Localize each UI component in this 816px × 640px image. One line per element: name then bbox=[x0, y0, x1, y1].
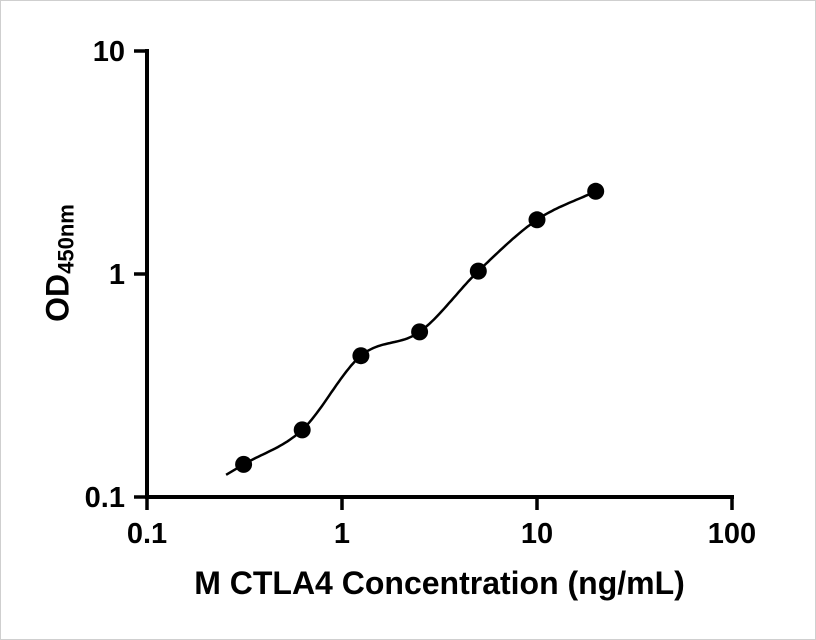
x-axis-title: M CTLA4 Concentration (ng/mL) bbox=[194, 565, 685, 601]
data-point bbox=[469, 262, 487, 280]
x-tick-label: 10 bbox=[521, 518, 553, 550]
data-point bbox=[411, 323, 429, 341]
x-tick-label: 1 bbox=[334, 518, 350, 550]
y-axis-title-sub: 450nm bbox=[53, 204, 79, 274]
y-axis-title-main: OD bbox=[39, 273, 76, 322]
x-tick-label: 100 bbox=[708, 518, 756, 550]
data-point bbox=[587, 182, 605, 200]
data-point bbox=[235, 455, 253, 473]
axis-line bbox=[145, 49, 734, 499]
x-tick-label: 0.1 bbox=[127, 518, 167, 550]
fit-curve bbox=[225, 190, 597, 476]
y-axis-title-text: OD450nm bbox=[39, 204, 79, 322]
data-point bbox=[352, 347, 370, 365]
data-point bbox=[293, 421, 311, 439]
y-tick-label: 1 bbox=[109, 259, 125, 291]
y-tick-label: 10 bbox=[93, 36, 125, 68]
data-point bbox=[528, 211, 546, 229]
y-tick-label: 0.1 bbox=[85, 482, 125, 514]
